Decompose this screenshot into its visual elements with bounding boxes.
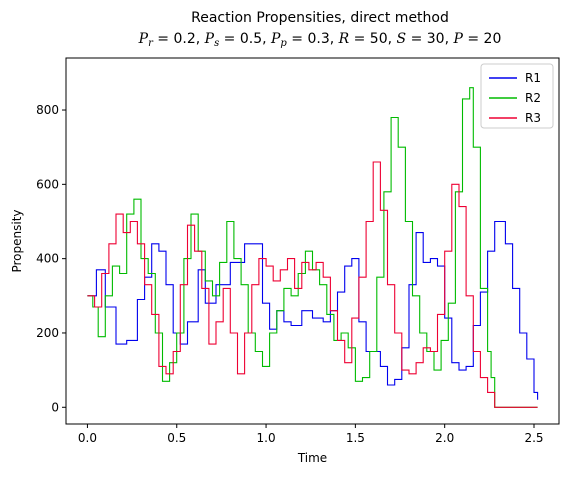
title-symbol: P (270, 31, 281, 47)
series-group (87, 87, 539, 408)
title-symbol: P (138, 31, 149, 47)
legend-label-r3: R3 (525, 111, 541, 125)
y-axis-label: Propensity (10, 209, 24, 272)
x-tick-label: 0.5 (167, 431, 186, 445)
title-value: = 0.3, (287, 31, 339, 47)
x-tick-label: 1.0 (257, 431, 276, 445)
series-line-r2 (87, 87, 538, 408)
plot-frame (65, 57, 560, 425)
series-line-r3 (87, 161, 538, 408)
legend-box (480, 63, 554, 129)
title-symbol: P (452, 31, 463, 47)
legend: R1 R2 R3 (480, 63, 554, 129)
x-tick-label: 2.0 (435, 431, 454, 445)
series-line-r1 (87, 220, 539, 400)
title-value: = 50, (349, 31, 396, 47)
title-value: = 20 (463, 31, 501, 47)
plot-area: 0.0 0.5 1.0 1.5 2.0 2.5 0 200 400 600 800 (36, 57, 560, 445)
y-tick-label: 0 (51, 400, 59, 414)
title-value: = 0.2, (153, 31, 205, 47)
title-value: = 30, (406, 31, 453, 47)
title-symbol: P (204, 31, 215, 47)
title-symbol: R (338, 31, 350, 47)
title-subscript: p (280, 38, 287, 49)
title-subscript: r (148, 38, 154, 49)
chart-title-line1: Reaction Propensities, direct method (191, 10, 449, 26)
x-axis-label: Time (297, 451, 327, 465)
y-tick-label: 400 (36, 252, 59, 266)
title-symbol: S (397, 31, 407, 47)
x-tick-label: 1.5 (346, 431, 365, 445)
y-tick-label: 200 (36, 326, 59, 340)
title-subscript: s (214, 38, 219, 49)
legend-label-r2: R2 (525, 91, 541, 105)
y-tick-label: 800 (36, 103, 59, 117)
y-axis: 0 200 400 600 800 (36, 103, 66, 414)
legend-label-r1: R1 (525, 71, 541, 85)
x-axis: 0.0 0.5 1.0 1.5 2.0 2.5 (78, 424, 544, 445)
x-tick-label: 2.5 (524, 431, 543, 445)
title-value: = 0.5, (219, 31, 271, 47)
y-tick-label: 600 (36, 177, 59, 191)
chart-title-line2: Pr = 0.2, Ps = 0.5, Pp = 0.3, R = 50, S … (138, 31, 502, 49)
x-tick-label: 0.0 (78, 431, 97, 445)
